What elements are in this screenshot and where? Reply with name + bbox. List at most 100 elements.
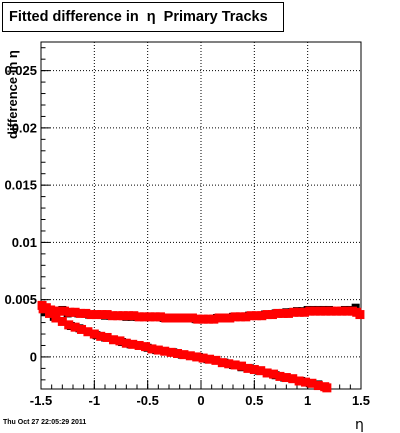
- tick-labels: -1.5 -1 -0.5 0 0.5 1 1.5 0 0.005 0.01 0.015 0.02 0.0…: [4, 63, 370, 408]
- red-data-point: [150, 312, 160, 322]
- y-tick-label: 0.005: [4, 292, 37, 307]
- red-data-point: [192, 352, 202, 362]
- red-data-point: [315, 306, 325, 316]
- red-data-point: [235, 312, 245, 322]
- red-data-point: [294, 307, 304, 317]
- red-data-point: [299, 307, 309, 317]
- x-tick-label: -0.5: [136, 393, 158, 408]
- red-data-point: [267, 310, 277, 320]
- red-data-point: [89, 329, 99, 339]
- red-data-point: [251, 311, 261, 321]
- red-data-point: [139, 312, 149, 322]
- red-data-point: [129, 311, 139, 321]
- red-data-point: [355, 310, 365, 320]
- red-data-point: [262, 310, 272, 320]
- red-data-point: [305, 306, 315, 316]
- red-data-point: [121, 338, 131, 348]
- red-data-point: [166, 313, 176, 323]
- red-data-point: [310, 306, 320, 316]
- red-data-point: [342, 306, 352, 316]
- red-data-point: [331, 306, 341, 316]
- timestamp-footer: Thu Oct 27 22:05:29 2011: [3, 419, 87, 426]
- red-data-point: [161, 313, 171, 323]
- red-data-point: [224, 359, 234, 369]
- red-data-point: [182, 313, 192, 323]
- red-data-point: [246, 311, 256, 321]
- red-data-point: [230, 360, 240, 370]
- red-data-point: [160, 346, 170, 356]
- red-data-point: [97, 310, 107, 320]
- red-data-point: [241, 312, 251, 322]
- red-data-point: [243, 363, 253, 373]
- red-data-point: [256, 366, 266, 376]
- red-data-point: [65, 307, 75, 317]
- red-data-point: [64, 320, 74, 330]
- red-data-point: [177, 313, 187, 323]
- y-tick-label: 0.02: [12, 120, 37, 135]
- y-tick-label: 0.015: [4, 178, 37, 193]
- red-data-point: [217, 358, 227, 368]
- red-data-point: [134, 312, 144, 322]
- red-data-point: [51, 313, 61, 323]
- red-data-point: [45, 308, 55, 318]
- x-tick-label: -1: [89, 393, 101, 408]
- red-data-point: [115, 336, 125, 346]
- data-markers: [37, 300, 365, 393]
- red-data-point: [38, 304, 48, 314]
- red-data-point: [203, 314, 213, 324]
- red-data-point: [166, 347, 176, 357]
- red-data-point: [153, 345, 163, 355]
- x-tick-label: -1.5: [30, 393, 52, 408]
- chart-title: Fitted difference in η Primary Tracks: [9, 9, 268, 25]
- red-data-point: [278, 308, 288, 318]
- y-tick-label: 0: [30, 349, 37, 364]
- red-data-point: [288, 374, 298, 384]
- red-data-point: [219, 313, 229, 323]
- red-data-point: [86, 310, 96, 320]
- red-data-point: [214, 313, 224, 323]
- red-data-point: [187, 313, 197, 323]
- x-tick-label: 1: [304, 393, 311, 408]
- red-data-point: [205, 354, 215, 364]
- red-data-point: [326, 306, 336, 316]
- red-data-point: [83, 327, 93, 337]
- red-data-point: [171, 313, 181, 323]
- red-data-point: [81, 308, 91, 318]
- red-data-point: [321, 306, 331, 316]
- red-data-point: [198, 353, 208, 363]
- red-data-point: [307, 378, 317, 388]
- red-data-point: [91, 310, 101, 320]
- red-data-point: [109, 335, 119, 345]
- red-data-point: [155, 312, 165, 322]
- red-data-point: [211, 355, 221, 365]
- red-data-point: [273, 308, 283, 318]
- red-data-point: [77, 324, 87, 334]
- red-data-point: [141, 342, 151, 352]
- red-data-point: [249, 365, 259, 375]
- red-data-point: [128, 339, 138, 349]
- y-axis-label: difference in η: [5, 50, 20, 139]
- red-data-point: [113, 311, 123, 321]
- red-data-point: [57, 316, 67, 326]
- red-data-point: [269, 369, 279, 379]
- red-data-point: [337, 306, 347, 316]
- red-data-point: [313, 381, 323, 391]
- red-data-point: [102, 310, 112, 320]
- y-tick-label: 0.025: [4, 63, 37, 78]
- red-data-point: [59, 306, 69, 316]
- red-data-point: [173, 348, 183, 358]
- red-data-point: [70, 307, 80, 317]
- red-data-point: [185, 351, 195, 361]
- red-data-point: [96, 331, 106, 341]
- red-data-point: [134, 340, 144, 350]
- red-data-point: [322, 383, 332, 393]
- red-data-point: [193, 314, 203, 324]
- red-data-point: [107, 311, 117, 321]
- red-data-point: [289, 307, 299, 317]
- chart-title-box: Fitted difference in η Primary Tracks: [2, 2, 284, 32]
- red-data-point: [275, 371, 285, 381]
- red-data-point: [179, 350, 189, 360]
- red-data-point: [70, 322, 80, 332]
- red-data-point: [75, 308, 85, 318]
